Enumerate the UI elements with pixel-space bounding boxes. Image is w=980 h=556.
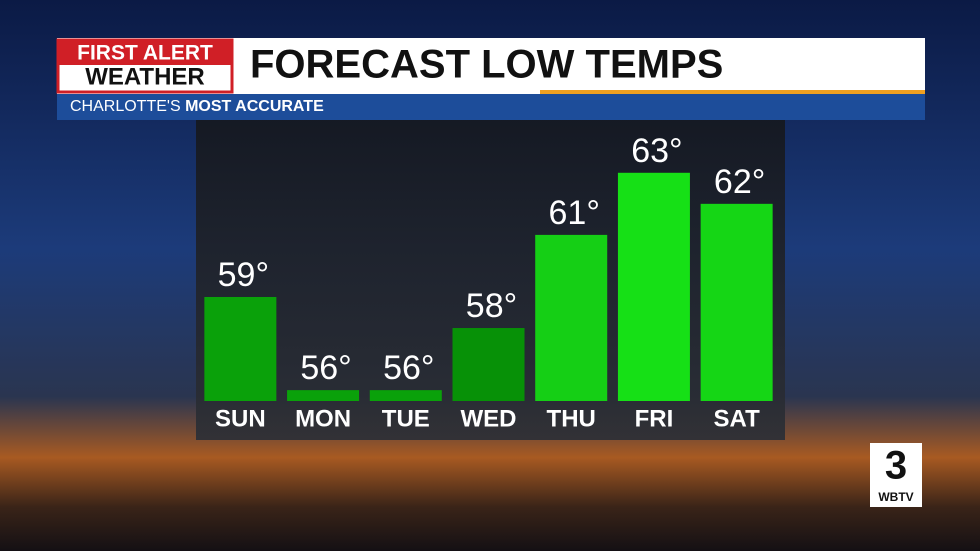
value-label: 56° <box>383 349 434 387</box>
x-tick-label: SUN <box>215 405 266 432</box>
logo-line: FIRST ALERT <box>77 42 213 65</box>
x-tick-label: FRI <box>635 405 674 432</box>
value-label: 58° <box>466 287 517 325</box>
bar <box>617 172 690 401</box>
x-tick-label: THU <box>547 405 596 432</box>
x-tick-label: TUE <box>382 405 430 432</box>
header-accent <box>540 90 925 94</box>
subtitle-part: CHARLOTTE'S <box>70 98 181 115</box>
value-label: 62° <box>714 163 765 201</box>
subtitle-bar <box>57 94 925 120</box>
x-tick-label: MON <box>295 405 351 432</box>
logo-top <box>59 41 231 65</box>
value-label: 61° <box>549 194 600 232</box>
chart-title: FORECAST LOW TEMPS <box>250 43 723 87</box>
x-tick-label: SAT <box>714 405 761 432</box>
bar <box>287 390 360 401</box>
bar <box>452 328 525 401</box>
bar <box>535 234 608 401</box>
bar <box>700 203 773 401</box>
subtitle-part: MOST ACCURATE <box>185 98 324 115</box>
value-label: 63° <box>631 132 682 170</box>
logo-line: WEATHER <box>85 63 205 90</box>
value-label: 59° <box>218 256 269 294</box>
bar <box>204 296 277 401</box>
value-label: 56° <box>300 349 351 387</box>
bar <box>369 390 442 401</box>
station-number: 3 <box>885 444 907 488</box>
x-tick-label: WED <box>461 405 517 432</box>
station-name: WBTV <box>878 490 913 504</box>
subtitle: CHARLOTTE'S MOST ACCURATE <box>70 98 324 115</box>
station-logo <box>870 443 922 507</box>
